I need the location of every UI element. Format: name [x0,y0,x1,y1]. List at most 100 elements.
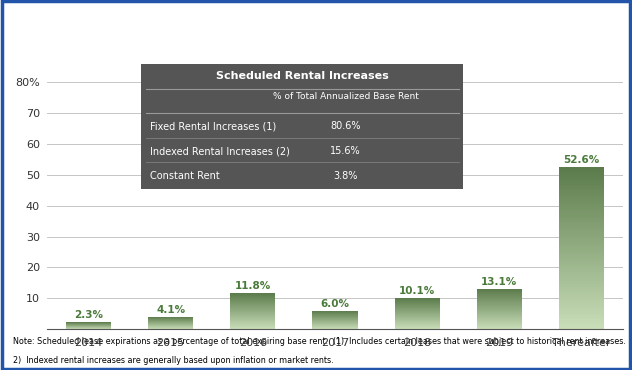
Bar [559,270,604,272]
Bar [559,236,604,238]
Bar [559,246,604,248]
Bar [230,309,276,310]
Bar [559,175,604,177]
Bar [559,218,604,219]
Bar [559,187,604,189]
Text: Note: Scheduled lease expirations as a percentage of total expiring base rent.  : Note: Scheduled lease expirations as a p… [13,337,626,346]
Bar [477,294,522,295]
Bar [559,323,604,325]
Bar [230,315,276,316]
Bar [559,297,604,299]
Bar [230,298,276,299]
Bar [477,323,522,324]
Bar [559,275,604,276]
Bar [230,296,276,297]
Bar [394,309,440,310]
Bar [559,319,604,321]
Text: Indexed Rental Increases (2): Indexed Rental Increases (2) [150,146,289,156]
Bar [559,167,604,169]
Bar [394,304,440,305]
Bar [477,307,522,308]
Text: % of Total Annualized Base Rent: % of Total Annualized Base Rent [273,91,418,101]
Bar [394,323,440,324]
Bar [230,311,276,312]
Bar [230,313,276,314]
Bar [559,209,604,211]
Bar [230,327,276,328]
Bar [559,203,604,205]
Bar [477,327,522,328]
Bar [230,320,276,321]
Bar [230,314,276,315]
Bar [559,193,604,195]
Bar [230,308,276,309]
Bar [559,240,604,242]
Bar [559,313,604,315]
Bar [559,276,604,279]
Bar [559,321,604,323]
Bar [559,242,604,244]
Bar [559,171,604,173]
Bar [559,185,604,187]
Bar [559,327,604,329]
Bar [559,244,604,246]
Text: Well laddered lease expiration schedule –: Well laddered lease expiration schedule … [144,16,488,31]
Bar [559,195,604,197]
Bar [477,311,522,312]
Bar [559,177,604,179]
Bar [559,179,604,181]
Bar [559,291,604,293]
Bar [477,296,522,297]
Bar [230,302,276,303]
Bar [394,301,440,302]
Bar [559,325,604,327]
Bar [394,311,440,312]
Bar [477,292,522,293]
Text: 3.8%: 3.8% [334,171,358,181]
Bar [230,297,276,298]
Bar [477,315,522,316]
Bar [394,307,440,308]
Bar [477,290,522,291]
Bar [394,317,440,318]
Bar [559,305,604,307]
Bar [559,213,604,215]
Bar [394,327,440,328]
Bar [559,169,604,171]
Bar [230,303,276,304]
Bar [230,319,276,320]
Text: 52.6%: 52.6% [563,155,600,165]
Bar [559,283,604,285]
Bar [559,189,604,191]
Bar [559,279,604,280]
Bar [477,297,522,298]
Bar [477,317,522,318]
Text: 4.1%: 4.1% [156,305,185,315]
Bar [477,298,522,299]
Bar [559,219,604,222]
Bar [559,226,604,228]
Bar [394,306,440,307]
Bar [559,258,604,260]
Bar [230,300,276,301]
Bar [559,215,604,218]
Text: 6.0%: 6.0% [320,299,349,309]
Bar [559,232,604,234]
Bar [477,320,522,321]
Bar [394,305,440,306]
Bar [559,307,604,309]
Bar [394,303,440,304]
Bar [559,228,604,230]
Bar [477,308,522,309]
Bar [559,264,604,266]
Bar [230,316,276,317]
Bar [477,324,522,325]
Bar [559,311,604,313]
Bar [559,207,604,209]
Text: 2)  Indexed rental increases are generally based upon inflation or market rents.: 2) Indexed rental increases are generall… [13,356,333,365]
Bar [477,293,522,294]
Bar [394,299,440,300]
Bar [559,234,604,236]
Bar [559,254,604,256]
Bar [559,250,604,252]
